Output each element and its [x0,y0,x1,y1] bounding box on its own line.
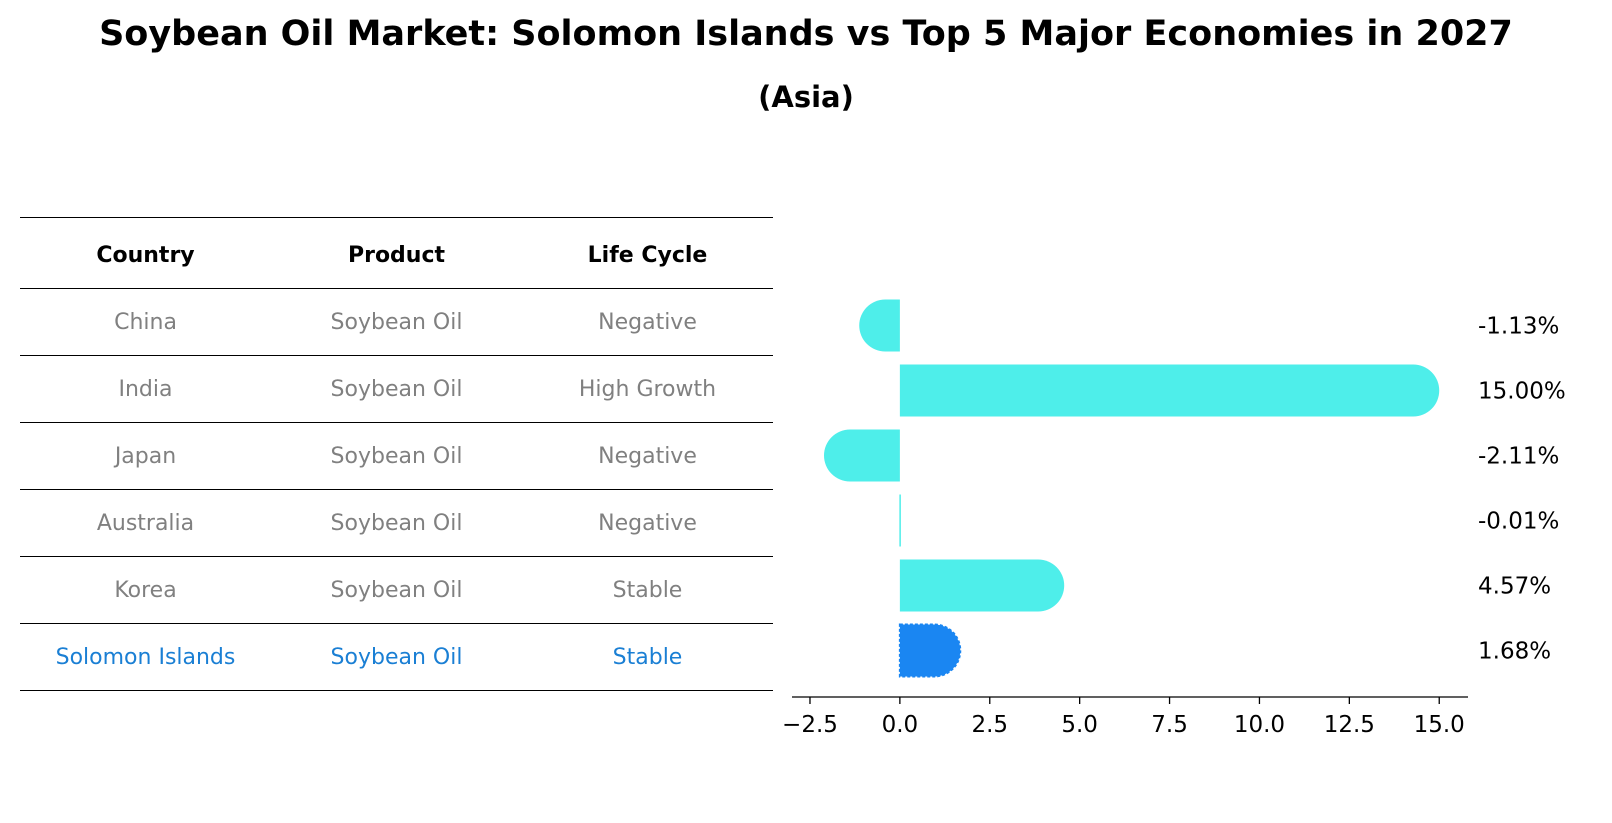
header-country: Country [96,243,195,268]
cell-product: Soybean Oil [330,511,463,536]
table-row: Australia Soybean Oil Negative [20,489,773,557]
cell-product: Soybean Oil [330,645,463,670]
bar [898,623,962,678]
table-row: China Soybean Oil Negative [20,288,773,356]
cell-life-cycle: Negative [598,444,697,469]
cell-country: India [118,377,173,402]
bar [899,364,1440,417]
bar-value-label: -2.11% [1478,444,1559,470]
cell-product: Soybean Oil [330,578,463,603]
table-header-row: Country Product Life Cycle [20,222,773,289]
cell-life-cycle: Stable [612,645,683,670]
cell-country: China [114,310,177,335]
table-row-rule [20,355,773,356]
x-tick-label: 10.0 [1234,712,1285,738]
table-row-rule [20,422,773,423]
cell-product: Soybean Oil [330,444,463,469]
cell-life-cycle: High Growth [578,377,717,402]
bar-value-label: 1.68% [1478,639,1551,665]
header-life-cycle: Life Cycle [587,243,708,268]
x-tick-label: 12.5 [1324,712,1375,738]
table-row-rule [20,489,773,490]
cell-country: Australia [96,511,195,536]
x-tick-label: 5.0 [1061,712,1098,738]
bar-value-label: 15.00% [1478,379,1566,405]
cell-country: Japan [114,444,177,469]
x-tick-label: 15.0 [1414,712,1465,738]
cell-life-cycle: Negative [598,310,697,335]
bar-value-label: -0.01% [1478,509,1559,535]
table-top-rule [20,217,773,218]
cell-product: Soybean Oil [330,310,463,335]
bar-value-label: -1.13% [1478,314,1559,340]
x-tick-label: 2.5 [971,712,1008,738]
cell-life-cycle: Negative [598,511,697,536]
table-row: India Soybean Oil High Growth [20,355,773,423]
table-row: Korea Soybean Oil Stable [20,556,773,624]
bar [859,299,900,352]
chart-title: Soybean Oil Market: Solomon Islands vs T… [99,14,1513,54]
table-bottom-rule [20,690,773,691]
chart-subtitle: (Asia) [758,80,854,114]
table-row: Japan Soybean Oil Negative [20,422,773,490]
bar-value-label: 4.57% [1478,574,1551,600]
data-table: Country Product Life Cycle China Soybean … [20,217,773,692]
table-row: Solomon Islands Soybean Oil Stable [20,623,773,691]
cell-life-cycle: Stable [612,578,683,603]
cell-country: Korea [114,578,177,603]
cell-product: Soybean Oil [330,377,463,402]
header-product: Product [347,243,446,268]
x-tick-label: 7.5 [1151,712,1188,738]
cell-country: Solomon Islands [55,645,236,670]
bar [824,429,900,482]
x-tick-label: 0.0 [882,712,919,738]
table-row-rule [20,556,773,557]
table-row-rule [20,288,773,289]
bar [899,559,1065,612]
bar [899,494,901,547]
table-row-rule [20,623,773,624]
x-tick-label: −2.5 [782,712,838,738]
